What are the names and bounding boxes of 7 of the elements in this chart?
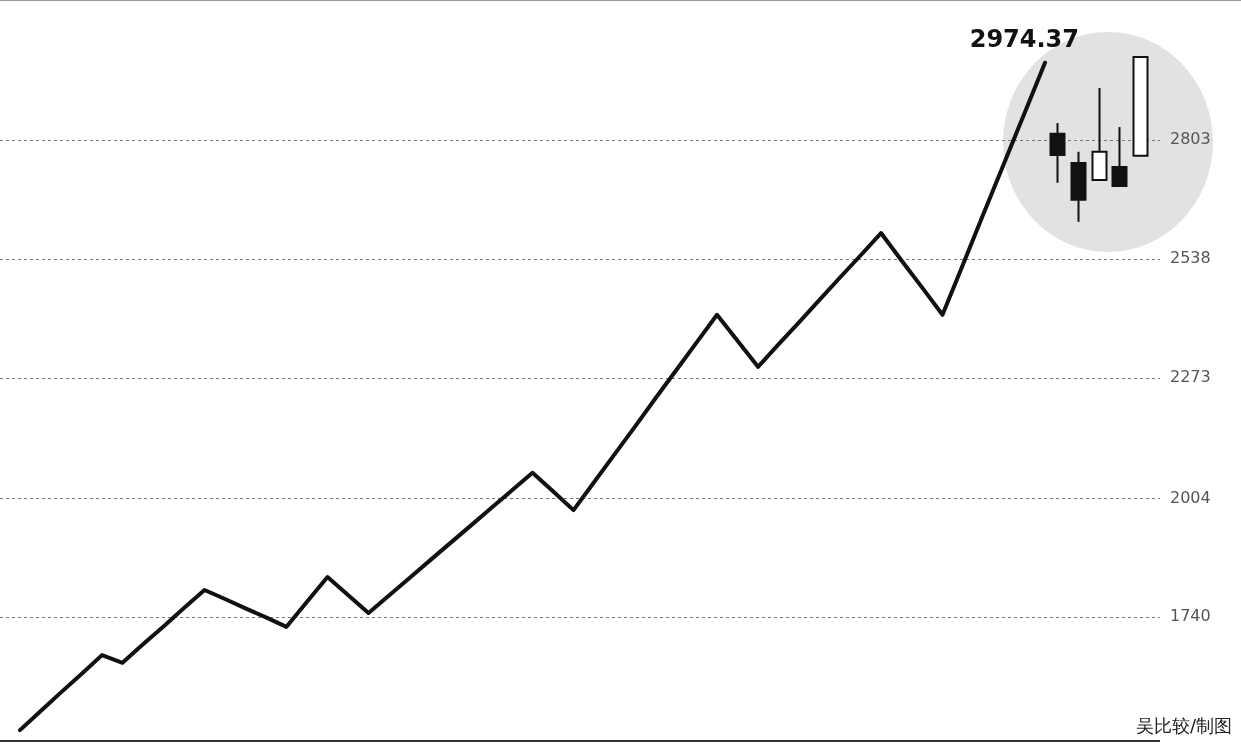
y-tick-label: 2273 bbox=[1170, 366, 1211, 386]
annotation: 吴比较/制图 bbox=[1135, 714, 1232, 736]
annotation: 2974.37 bbox=[969, 24, 1079, 53]
y-tick-label: 2803 bbox=[1170, 128, 1211, 148]
y-tick-label: 2538 bbox=[1170, 247, 1211, 267]
y-tick-label: 2004 bbox=[1170, 487, 1211, 507]
y-tick-label: 1740 bbox=[1170, 606, 1211, 626]
